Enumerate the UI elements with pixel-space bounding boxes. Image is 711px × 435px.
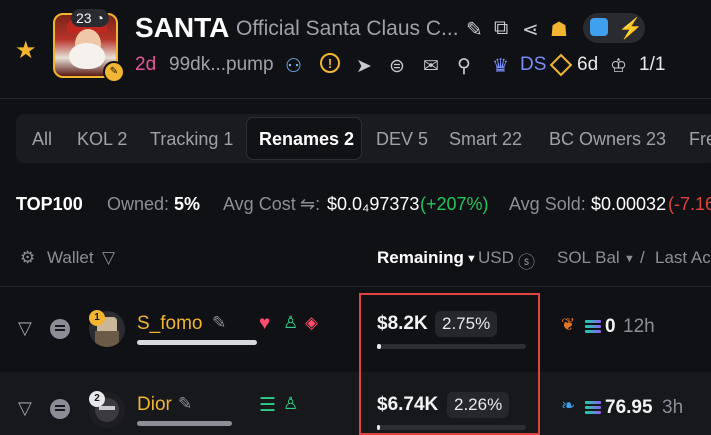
verified-badge-icon: ✎ [103, 61, 125, 83]
ds-chef-icon[interactable]: ♛ [492, 56, 510, 77]
settings-gear-icon[interactable]: ⚙ [20, 248, 36, 267]
list-icon: ☰ [259, 395, 277, 416]
owned-value: 5% [174, 194, 201, 214]
remaining-usd: $6.74K [377, 394, 439, 415]
days-label: 6d [577, 54, 599, 75]
remaining-percent: 2.26% [447, 392, 510, 418]
top100-label: TOP100 [16, 194, 83, 214]
wallet-filter-icon[interactable]: ▽ [102, 248, 116, 267]
holders-group-icon[interactable]: ⚇ [285, 56, 303, 77]
lightning-icon[interactable]: ⚡ [618, 18, 643, 40]
user-star-icon: ♙ [283, 313, 299, 332]
tab-smart[interactable]: Smart 22 [449, 129, 523, 149]
wallet-activity-bar [137, 340, 257, 345]
search-icon[interactable]: ⚲ [457, 56, 471, 77]
tab-dev[interactable]: DEV 5 [376, 129, 429, 149]
sort-caret-icon[interactable]: ▼ [466, 253, 477, 265]
sol-bal-column-header[interactable]: SOL Bal [557, 248, 620, 267]
remaining-column-header[interactable]: Remaining [377, 248, 464, 267]
avg-cost-value: $0.0₄97373 [327, 194, 420, 214]
token-ticker: SANTA [135, 12, 230, 43]
row-menu-icon[interactable] [50, 399, 70, 419]
remaining-progress-track [377, 425, 526, 430]
sol-balance: 76.95 [605, 397, 653, 418]
avg-cost-change: (+207%) [420, 194, 489, 214]
sol-balance: 0 [605, 316, 616, 337]
website-icon[interactable]: ⊜ [389, 56, 405, 77]
tab-kol[interactable]: KOL 2 [77, 129, 128, 149]
row-menu-icon[interactable] [50, 319, 70, 339]
heart-icon: ♥ [259, 313, 271, 334]
remaining-progress-fill [377, 344, 381, 349]
community-icon[interactable]: ☗ [550, 19, 568, 41]
rename-edit-icon[interactable]: ✎ [212, 313, 227, 332]
usd-toggle[interactable]: USD [478, 248, 514, 267]
last-active-time: 12h [623, 316, 655, 337]
avg-sold-change: (-7.16 [668, 194, 711, 214]
crown-icon: ♔ [610, 56, 628, 77]
edit-icon[interactable]: ✎ [466, 19, 483, 41]
swap-icon[interactable]: ⇋: [300, 194, 321, 214]
share-icon[interactable]: ⋖ [522, 19, 539, 41]
header-divider [0, 98, 711, 99]
row-filter-icon[interactable]: ▽ [18, 398, 32, 418]
wallet-activity-bar [137, 421, 232, 426]
wallet-name[interactable]: Dior [137, 394, 172, 415]
ds-label[interactable]: DS [520, 54, 547, 75]
owned-label: Owned: [107, 194, 170, 214]
rank-badge: 2 [89, 391, 105, 407]
holders-badge: 23 ◔ [71, 9, 109, 27]
token-address[interactable]: 99dk...pump [169, 54, 274, 75]
tab-tracking[interactable]: Tracking 1 [150, 129, 234, 149]
avg-sold-value: $0.00032 [591, 194, 667, 214]
last-active-column-header[interactable]: Last Ac [655, 248, 711, 267]
solana-icon [585, 401, 601, 415]
wave-icon: ❧ [561, 396, 576, 415]
copy-icon[interactable]: ⧉ [494, 17, 509, 39]
remaining-progress-track [377, 344, 526, 349]
remaining-progress-fill [377, 425, 380, 430]
token-name: Official Santa Claus C... [236, 17, 459, 40]
tab-bc-owners[interactable]: BC Owners 23 [549, 129, 667, 149]
remaining-percent: 2.75% [435, 311, 498, 337]
highlight-box [359, 293, 540, 435]
telegram-icon[interactable]: ➤ [356, 56, 372, 77]
remaining-usd: $8.2K [377, 313, 428, 334]
coral-icon: ❦ [561, 315, 576, 334]
row-divider [0, 286, 711, 287]
warning-icon[interactable]: ! [320, 53, 340, 73]
binance-icon [549, 53, 573, 77]
column-separator: / [640, 248, 645, 267]
tab-active-indicator [246, 117, 362, 160]
wallet-name[interactable]: S_fomo [137, 313, 203, 334]
tab-renames[interactable]: Renames 2 [259, 129, 355, 149]
layers-icon: ◈ [305, 313, 319, 332]
solana-icon [585, 320, 601, 334]
tab-all[interactable]: All [32, 129, 53, 149]
avg-cost-label: Avg Cost [223, 194, 296, 214]
avg-sold-label: Avg Sold: [509, 194, 586, 214]
tab-fresh[interactable]: Fre [689, 129, 711, 149]
tag-icon[interactable] [590, 18, 608, 36]
token-age: 2d [135, 54, 157, 75]
favorite-star-icon[interactable]: ★ [15, 37, 37, 64]
rank-badge: 1 [89, 310, 105, 326]
ratio-label: 1/1 [639, 54, 666, 75]
sol-bal-caret-icon[interactable]: ▼ [624, 253, 635, 265]
last-active-time: 3h [662, 397, 684, 418]
user-star-icon: ♙ [283, 394, 299, 413]
holders-tab-bar [16, 114, 711, 163]
comment-icon[interactable]: ✉ [423, 56, 439, 77]
row-filter-icon[interactable]: ▽ [18, 318, 32, 338]
rename-edit-icon[interactable]: ✎ [178, 394, 193, 413]
wallet-column-header[interactable]: Wallet [47, 248, 94, 267]
currency-switch-icon[interactable]: ⓢ [518, 253, 535, 272]
